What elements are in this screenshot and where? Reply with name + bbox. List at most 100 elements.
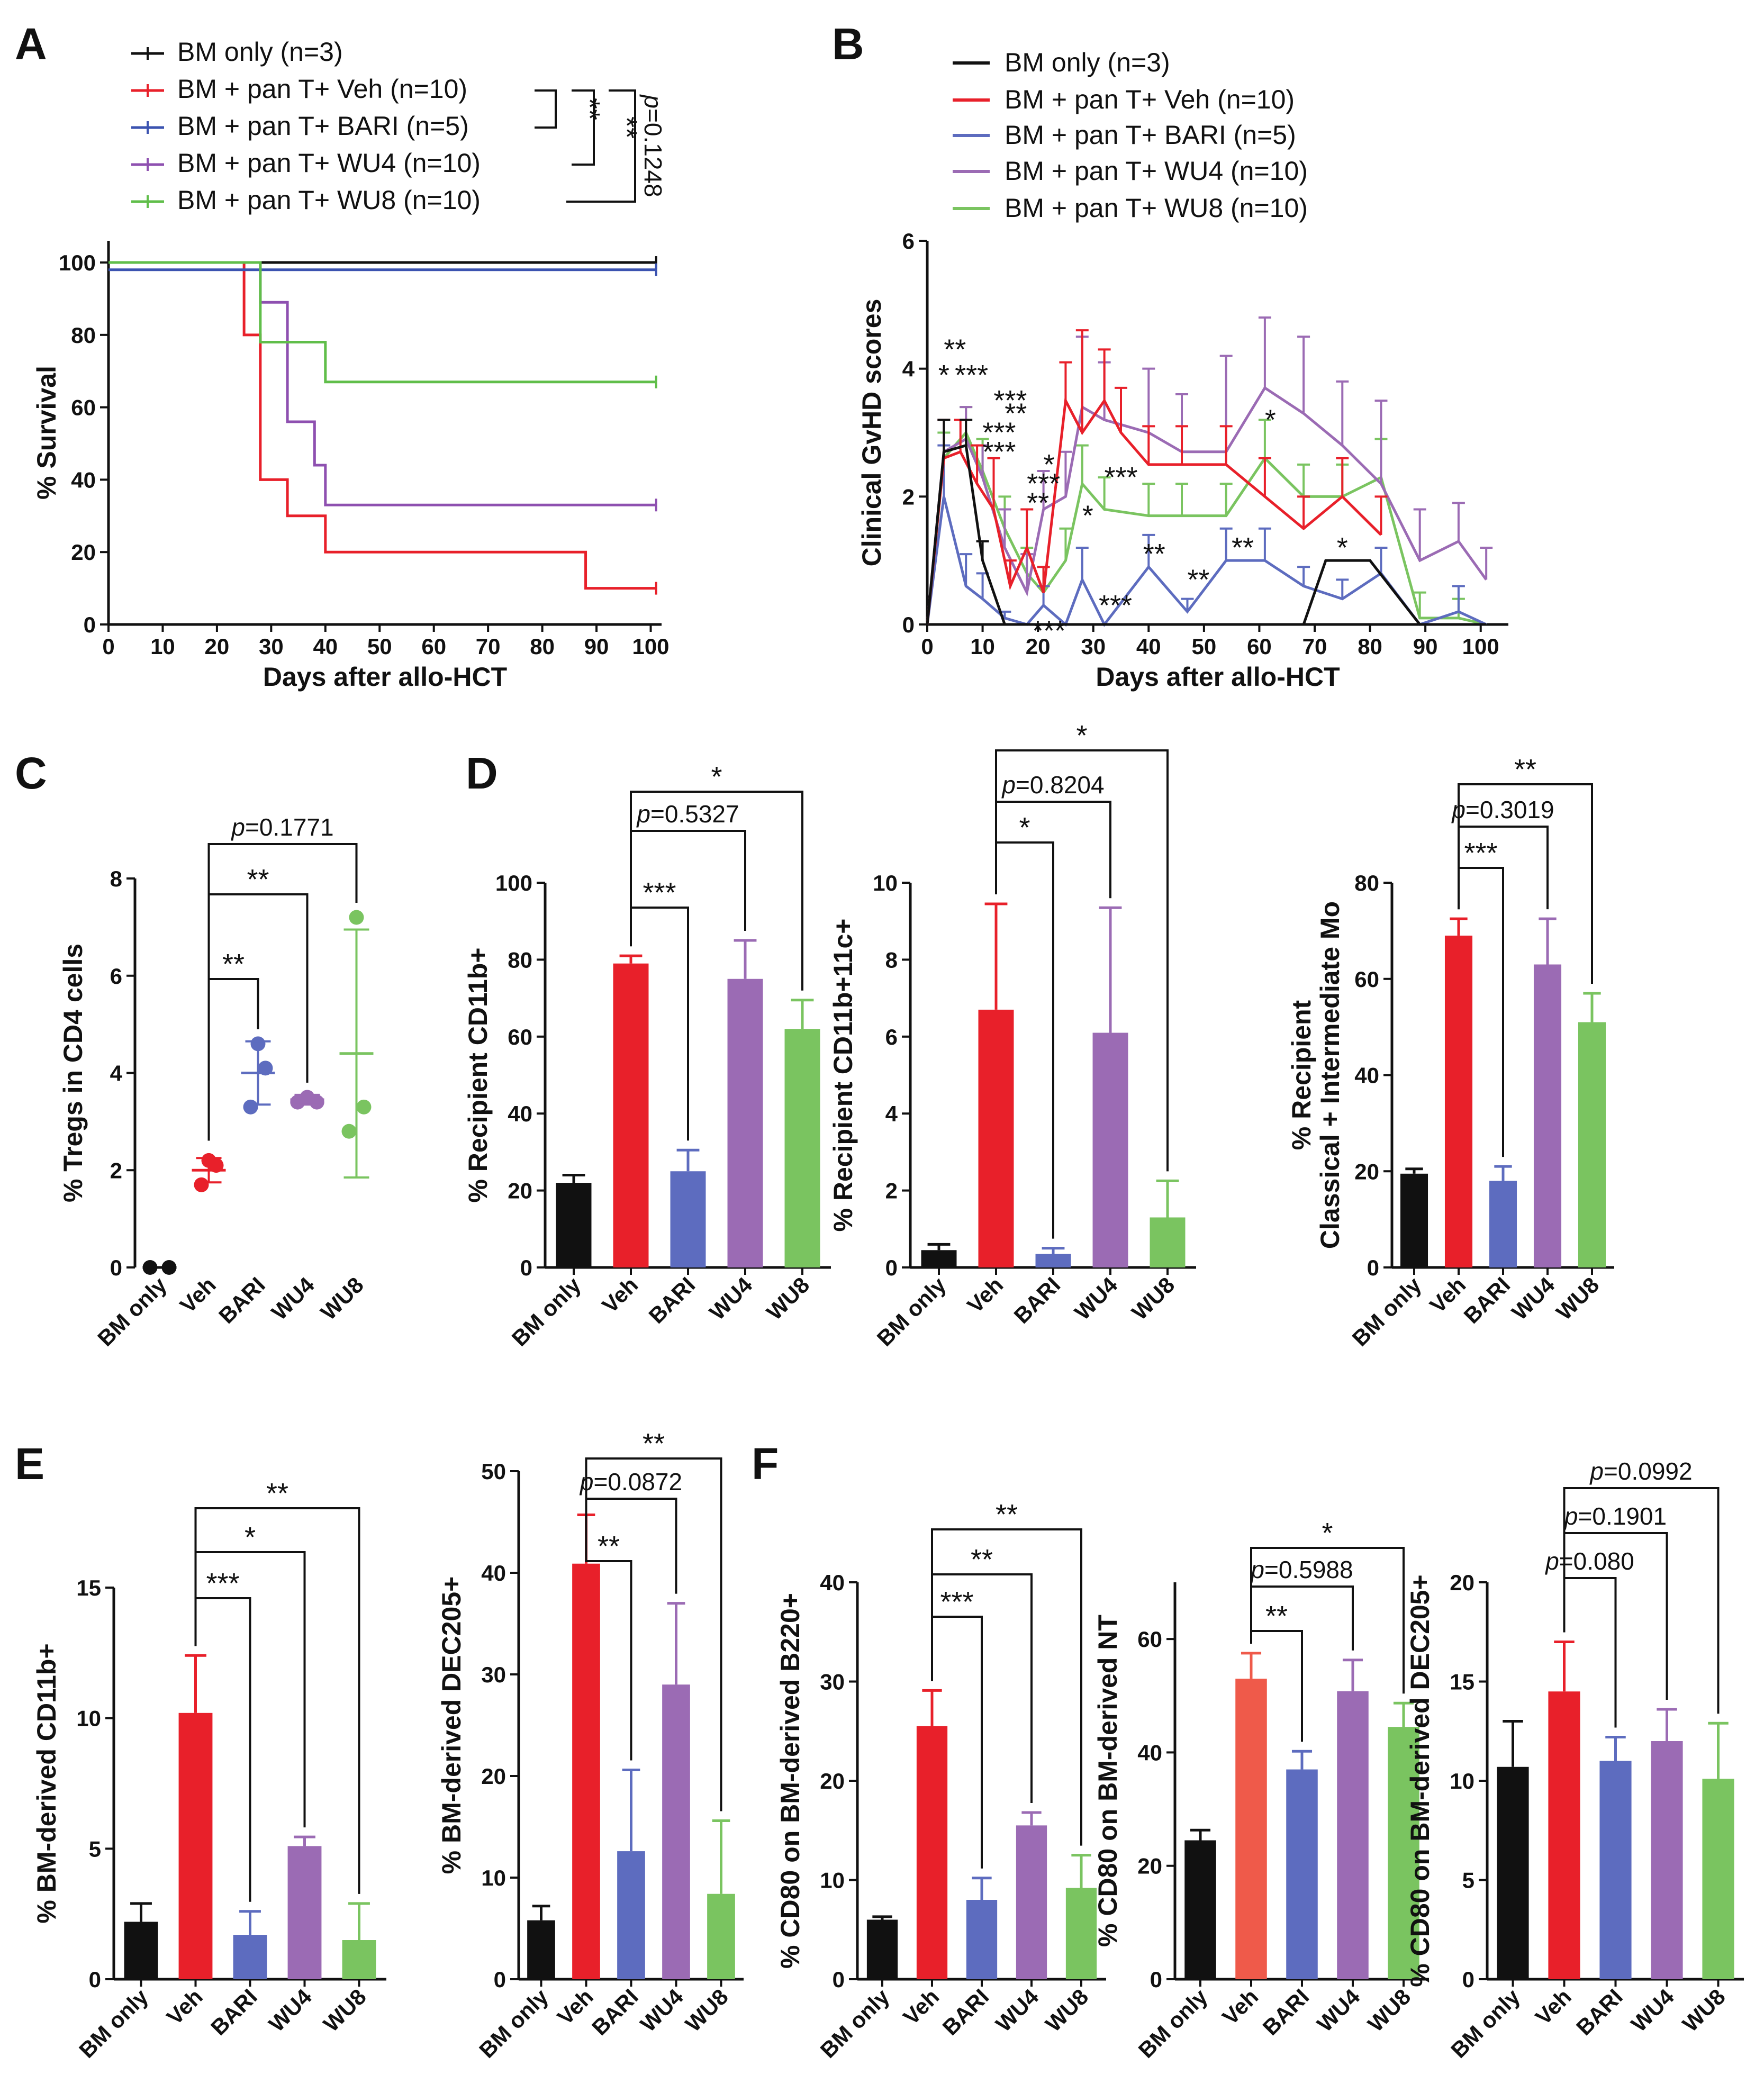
D2-sig-label: p=0.8204 xyxy=(1001,771,1104,799)
a-legend-label: BM only (n=3) xyxy=(177,37,343,67)
F2-sig-label-p: p xyxy=(1250,1556,1264,1583)
c-y-tick-label: 0 xyxy=(110,1255,122,1280)
F3-y-tick-label: 0 xyxy=(1462,1967,1474,1992)
D1-sig-label-v: =0.5327 xyxy=(650,800,739,828)
D1-y-tick-label: 0 xyxy=(520,1255,532,1280)
D1-panel-letter: D xyxy=(466,748,498,798)
F1-y-tick-label: 10 xyxy=(820,1868,845,1893)
c-sig-label-p: p xyxy=(230,813,245,841)
E1-y-tick-label: 15 xyxy=(76,1575,101,1600)
E1-bar-bm-only xyxy=(124,1922,158,1979)
E1-y-tick-label: 10 xyxy=(76,1706,101,1731)
E1-sig-bracket xyxy=(194,1507,360,1894)
F3-sig-label-p: p xyxy=(1544,1547,1559,1575)
D2-y-tick-label: 10 xyxy=(873,871,898,895)
E2-y-tick-label: 0 xyxy=(494,1967,506,1992)
D3-sig-label: *** xyxy=(1464,837,1497,869)
F1-y-tick-label: 0 xyxy=(833,1967,845,1992)
b-x-tick-label: 100 xyxy=(1462,634,1499,659)
D3-bar-wu8 xyxy=(1578,1022,1606,1267)
b-legend-label: BM + pan T+ Veh (n=10) xyxy=(1005,85,1295,114)
b-x-tick-label: 50 xyxy=(1191,634,1216,659)
E2-y-tick-label: 30 xyxy=(481,1662,506,1687)
D2-y-label: % Recipient CD11b+11c+ xyxy=(828,919,858,1232)
b-panel-letter: B xyxy=(832,19,864,69)
b-sig-annotation: ** xyxy=(1005,397,1027,429)
a-x-tick-label: 0 xyxy=(102,634,114,659)
D1-sig-label: *** xyxy=(643,877,676,909)
D2-sig-label: * xyxy=(1076,720,1087,751)
a-legend-label: BM + pan T+ BARI (n=5) xyxy=(177,111,469,141)
F3-y-label: % CD80 on BM-derived DEC205+ xyxy=(1405,1574,1435,1987)
F3-bar-bm-only xyxy=(1497,1766,1529,1979)
D1-y-tick-label: 100 xyxy=(495,871,532,895)
E1-sig-label: * xyxy=(245,1521,256,1553)
D1-sig-bracket xyxy=(630,791,803,991)
D1-bar-bm-only xyxy=(556,1183,592,1267)
F3-y-tick-label: 5 xyxy=(1462,1868,1474,1893)
E1-y-tick-label: 0 xyxy=(89,1967,101,1992)
b-sig-annotation: * xyxy=(1265,404,1276,436)
D1-sig-label: * xyxy=(711,761,722,793)
F2-sig-label: p=0.5988 xyxy=(1250,1556,1353,1583)
a-x-tick-label: 20 xyxy=(205,634,230,659)
E1-bar-veh xyxy=(178,1713,213,1979)
a-sig-label: p=0.1248 xyxy=(639,94,667,197)
F3-sig-label: p=0.0992 xyxy=(1589,1457,1692,1485)
F1-y-label: % CD80 on BM-derived B220+ xyxy=(775,1593,805,1969)
b-sig-annotation: ** xyxy=(1232,532,1254,564)
a-legend-label: BM + pan T+ WU4 (n=10) xyxy=(177,148,481,178)
a-sig-label-v: =0.1248 xyxy=(639,108,667,197)
panel-a: 0 20 40 60 80 100 0 10 20 30 40 50 60 70 80 90 100 Days a… xyxy=(15,19,670,692)
a-x-label: Days after allo-HCT xyxy=(263,662,507,692)
D2-y-tick-label: 4 xyxy=(885,1101,898,1126)
a-survival-curve-wu8 xyxy=(108,261,656,384)
c-y-tick-label: 6 xyxy=(110,964,122,989)
b-sig-annotation: *** xyxy=(1027,468,1060,500)
b-series-bm-only-line xyxy=(926,443,1487,626)
b-sig-annotation: * xyxy=(1044,449,1055,481)
b-y-tick-label: 6 xyxy=(902,229,915,253)
b-x-tick-label: 60 xyxy=(1247,634,1272,659)
D3-y-tick-label: 80 xyxy=(1354,871,1379,895)
F2-bar-wu4 xyxy=(1337,1691,1369,1979)
a-x-tick-label: 40 xyxy=(313,634,338,659)
D2-y-tick-label: 0 xyxy=(885,1255,898,1280)
c-data-point xyxy=(349,910,364,925)
E1-sig-label: *** xyxy=(206,1568,239,1599)
F3-bar-wu8 xyxy=(1702,1779,1734,1979)
b-sig-annotation: *** xyxy=(993,385,1027,416)
b-x-tick-label: 0 xyxy=(921,634,933,659)
F1-sig-label: *** xyxy=(940,1586,973,1618)
b-sig-annotation: *** xyxy=(1104,461,1137,493)
D1-bar-bari xyxy=(670,1171,706,1267)
F3-y-tick-label: 15 xyxy=(1450,1670,1474,1695)
F2-sig-label: ** xyxy=(1265,1600,1288,1632)
F3-sig-label-p: p xyxy=(1589,1457,1604,1485)
a-y-label: % Survival xyxy=(32,366,61,500)
E2-y-tick-label: 10 xyxy=(481,1865,506,1890)
D2-bar-wu4 xyxy=(1092,1032,1128,1267)
D3-y-tick-label: 0 xyxy=(1367,1255,1379,1280)
a-survival-curve-veh xyxy=(108,261,656,590)
b-x-tick-label: 10 xyxy=(970,634,995,659)
b-sig-annotation: *** xyxy=(982,417,1016,449)
D1-bar-veh xyxy=(613,963,649,1267)
D3-bar-wu4 xyxy=(1533,964,1562,1267)
b-series-wu4-line xyxy=(926,386,1488,625)
E2-bar-bari xyxy=(617,1851,645,1979)
F1-bar-wu8 xyxy=(1065,1888,1097,1979)
D2-bar-wu8 xyxy=(1150,1217,1186,1267)
a-sig-bracket xyxy=(535,89,557,129)
b-y-tick-label: 0 xyxy=(902,612,915,637)
c-sig-label-v: =0.1771 xyxy=(245,813,334,841)
b-y-label: Clinical GvHD scores xyxy=(857,299,886,567)
D3-sig-bracket xyxy=(1458,783,1593,984)
a-x-tick-label: 60 xyxy=(421,634,446,659)
a-y-tick-label: 80 xyxy=(71,323,96,348)
a-panel-letter: A xyxy=(15,19,47,69)
b-sig-annotation: * xyxy=(938,359,949,391)
b-series-wu8-line xyxy=(926,430,1487,626)
